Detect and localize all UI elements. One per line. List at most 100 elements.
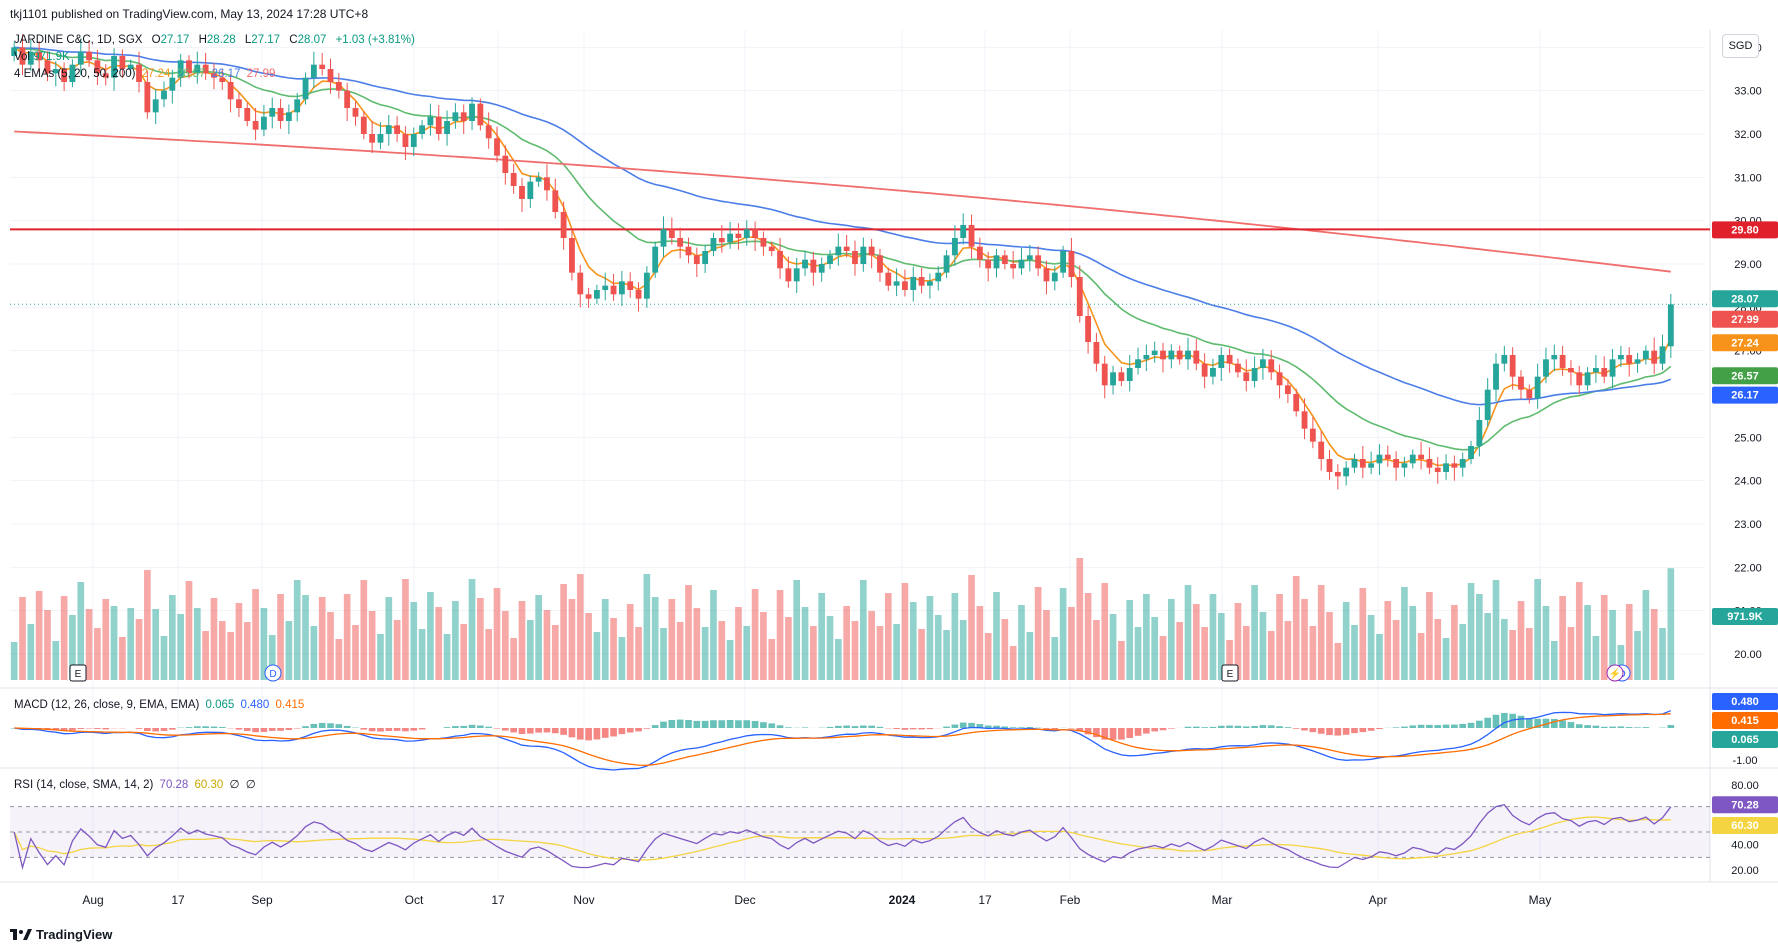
- macd-histogram-bar: [643, 728, 651, 729]
- macd-histogram-bar: [1625, 727, 1633, 728]
- volume-bar: [1509, 630, 1516, 680]
- candle-body: [585, 294, 592, 299]
- candle-body: [394, 125, 401, 134]
- volume-bar: [427, 592, 434, 680]
- horizontal-line-29-80[interactable]: [10, 228, 1710, 305]
- volume-bar: [260, 608, 268, 680]
- macd-histogram-bar: [193, 726, 201, 728]
- macd-histogram-bar: [1542, 718, 1550, 728]
- volume-bar: [35, 591, 43, 680]
- histogram-axis-label-box: [1712, 731, 1778, 748]
- macd-histogram-bar: [1168, 728, 1175, 729]
- volume-bar: [302, 595, 309, 680]
- volume-bar: [493, 588, 501, 680]
- candle-body: [136, 64, 142, 82]
- macd-histogram-bar: [485, 726, 493, 728]
- volume-bar: [102, 599, 110, 680]
- candle-body: [877, 255, 883, 273]
- macd-histogram-bar: [144, 728, 151, 731]
- volume-bar: [1334, 643, 1342, 680]
- volume-bar: [1575, 582, 1583, 680]
- macd-histogram-bar: [1617, 726, 1625, 728]
- tradingview-logo[interactable]: TradingView: [10, 927, 112, 942]
- macd-histogram-bar: [918, 728, 925, 730]
- ema-5-line: [13, 46, 1672, 467]
- macd-histogram-bar: [601, 728, 609, 738]
- macd-histogram-bar: [218, 727, 226, 728]
- volume-bar: [10, 642, 18, 680]
- macd-histogram-bar: [785, 727, 792, 728]
- volume-bar: [993, 592, 1000, 680]
- volume-bar: [1093, 620, 1100, 680]
- volume-bar: [626, 604, 634, 680]
- currency-button[interactable]: SGD: [1722, 34, 1759, 58]
- macd-histogram-bar: [801, 727, 809, 728]
- candle-body: [69, 64, 76, 82]
- macd-histogram-bar: [1068, 728, 1075, 729]
- volume-bar: [452, 601, 459, 680]
- macd-histogram-bar: [693, 720, 701, 728]
- candle-body: [985, 259, 992, 269]
- macd-histogram-bar: [318, 722, 326, 728]
- volume-bar: [1442, 638, 1450, 680]
- volume-bar: [984, 633, 992, 680]
- candle-body: [1043, 268, 1050, 282]
- candle-body: [169, 77, 176, 91]
- volume-bar: [1567, 627, 1575, 680]
- macd-histogram-bar: [1242, 726, 1250, 728]
- macd-histogram-bar: [1334, 728, 1342, 736]
- volume-bar: [701, 627, 709, 680]
- candle-body: [1376, 454, 1383, 464]
- candle-body: [1235, 363, 1241, 373]
- macd-histogram-bar: [976, 724, 984, 728]
- volume-bar: [210, 598, 218, 680]
- volume-bar: [343, 594, 351, 680]
- volume-bar: [743, 626, 751, 680]
- macd-histogram-bar: [1001, 726, 1009, 728]
- macd-histogram-bar: [1575, 724, 1583, 728]
- macd-histogram-bar: [1259, 725, 1267, 728]
- volume-bar: [1650, 609, 1658, 680]
- candle-body: [1135, 359, 1141, 368]
- rsi-pane: [10, 803, 1710, 871]
- macd-histogram-bar: [152, 728, 160, 732]
- candle-body: [1468, 446, 1474, 459]
- volume-bar: [1284, 621, 1292, 680]
- macd-histogram-bar: [452, 726, 459, 728]
- volume-bar: [293, 580, 301, 680]
- volume-bar: [751, 589, 759, 680]
- volume-bar: [693, 608, 701, 680]
- macd-histogram-bar: [1043, 728, 1050, 729]
- hline-price-label: 29.80: [1731, 224, 1759, 236]
- candle-body: [1068, 251, 1075, 277]
- macd-histogram-bar: [1342, 728, 1350, 735]
- macd-histogram-bar: [1143, 728, 1150, 734]
- candle-body: [310, 64, 317, 78]
- candle-body: [1384, 454, 1391, 459]
- volume-bar: [1201, 627, 1208, 680]
- volume-bar: [685, 585, 692, 680]
- macd-histogram-bar: [1600, 726, 1608, 728]
- candle-body: [77, 51, 84, 65]
- candle-body: [277, 108, 284, 121]
- symbol-label[interactable]: JARDINE C&C, 1D, SGX: [14, 34, 143, 46]
- candle-body: [768, 246, 775, 251]
- rsi-ma-axis-label: 60.30: [1731, 820, 1759, 832]
- volume-bar: [1226, 640, 1233, 680]
- candle-body: [1318, 441, 1325, 459]
- time-tick-label: 2024: [889, 893, 916, 907]
- macd-histogram-bar: [1476, 720, 1483, 728]
- volume-bar: [1667, 568, 1675, 680]
- volume-bar: [1168, 599, 1175, 680]
- close-price-label-box: [1712, 290, 1778, 308]
- candle-body: [1293, 394, 1300, 412]
- candle-body: [1559, 355, 1566, 368]
- macd-histogram-bar: [293, 728, 301, 729]
- volume-bar: [435, 607, 443, 680]
- volume-bar: [127, 608, 135, 680]
- time-tick-label: Sep: [251, 893, 273, 907]
- macd-histogram-bar: [676, 719, 684, 728]
- macd-tick-label: -1.00: [1732, 755, 1757, 767]
- signal-line: [14, 713, 1671, 766]
